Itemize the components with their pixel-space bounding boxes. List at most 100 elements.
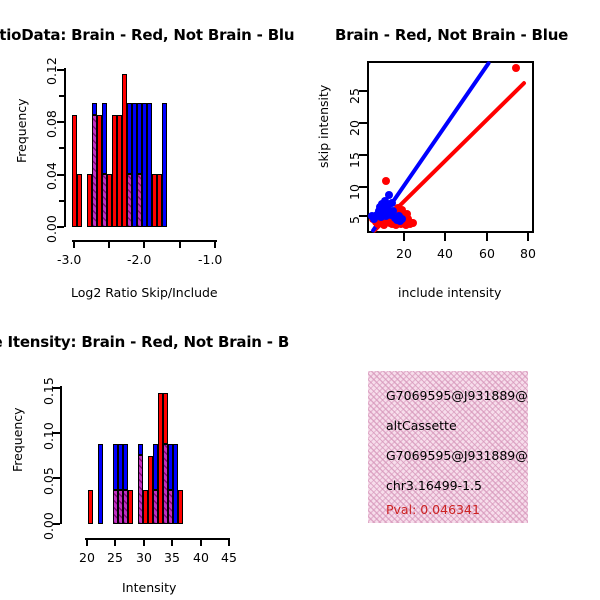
intensity-y-tick-label: 0.00: [41, 512, 56, 540]
histogram-bar-overlap: [137, 455, 143, 524]
scatter-y-tick-label: 5: [347, 216, 362, 224]
info-line-event-id: G7069595@J931889@j_: [386, 388, 528, 403]
scatter-point: [388, 199, 397, 208]
ratio-y-tick: [57, 121, 64, 123]
histogram-bar-overlap: [117, 489, 123, 524]
intensity-x-tick: [86, 538, 88, 546]
histogram-bar-overlap: [127, 174, 132, 227]
scatter-x-tick: [403, 233, 405, 241]
intensity-y-tick: [53, 387, 60, 389]
scatter-y-tick: [359, 154, 367, 156]
ratio-y-axis-line: [64, 68, 66, 227]
ratio-x-tick-label: -3.0: [57, 252, 82, 267]
scatter-point: [379, 220, 388, 229]
intensity-histogram-title: ne Itensity: Brain - Red, Not Brain - B: [0, 333, 290, 351]
intensity-x-tick: [200, 538, 202, 546]
histogram-bar: [102, 103, 107, 174]
histogram-bar: [117, 444, 123, 490]
info-line-locus: chr3.16499-1.5: [386, 478, 483, 493]
histogram-bar: [87, 489, 93, 524]
histogram-bar: [127, 489, 133, 524]
histogram-bar: [142, 103, 147, 227]
intensity-x-tick: [114, 538, 116, 546]
histogram-bar-overlap: [162, 444, 168, 524]
histogram-bar-overlap: [137, 174, 142, 227]
scatter-x-tick: [444, 233, 446, 241]
scatter-data-layer: [367, 61, 534, 233]
intensity-x-axis-line: [85, 538, 230, 540]
histogram-bar: [107, 174, 112, 227]
intensity-y-tick: [53, 523, 60, 525]
scatter-point: [393, 204, 402, 213]
scatter-y-tick: [359, 186, 367, 188]
histogram-bar: [77, 174, 82, 227]
scatter-xlabel: include intensity: [398, 285, 502, 300]
histogram-bar: [122, 73, 127, 227]
intensity-x-tick-label: 40: [193, 550, 209, 565]
scatter-y-tick-label: 20: [347, 120, 362, 136]
scatter-panel: Brain - Red, Not Brain - Blue skip inten…: [300, 0, 600, 310]
ratio-histogram-title: RatioData: Brain - Red, Not Brain - Blu: [0, 26, 295, 44]
scatter-title: Brain - Red, Not Brain - Blue: [335, 26, 569, 44]
scatter-point: [388, 206, 397, 215]
scatter-ylabel: skip intensity: [316, 84, 331, 168]
ratio-y-tick-label: 0.12: [44, 57, 59, 85]
ratio-y-tick: [57, 174, 64, 176]
scatter-point: [382, 212, 391, 221]
scatter-point: [402, 209, 411, 218]
scatter-point: [398, 205, 407, 214]
intensity-x-tick-label: 35: [164, 550, 180, 565]
intensity-histogram-xlabel: Intensity: [122, 580, 177, 595]
histogram-bar: [137, 444, 143, 455]
histogram-bar: [117, 115, 122, 227]
intensity-y-tick-label: 0.10: [41, 422, 56, 450]
intensity-x-tick-label: 45: [221, 550, 237, 565]
scatter-point: [385, 191, 394, 200]
intensity-x-tick-label: 30: [136, 550, 152, 565]
ratio-y-tick: [59, 200, 64, 202]
ratio-y-tick: [59, 95, 64, 97]
ratio-x-tick: [214, 240, 216, 248]
histogram-bar-overlap: [152, 489, 158, 524]
scatter-x-tick-label: 60: [479, 246, 495, 261]
intensity-histogram-ylabel: Frequency: [10, 407, 25, 472]
histogram-bar: [137, 103, 142, 174]
scatter-point: [512, 63, 521, 72]
intensity-x-tick: [143, 538, 145, 546]
histogram-bar: [147, 103, 152, 227]
intensity-x-tick: [171, 538, 173, 546]
histogram-bar: [142, 489, 148, 524]
scatter-point: [391, 220, 400, 229]
histogram-bar: [162, 393, 168, 445]
scatter-x-tick: [527, 233, 529, 241]
ratio-y-tick-label: 0.00: [44, 215, 59, 243]
ratio-histogram-ylabel: Frequency: [14, 98, 29, 163]
scatter-y-tick: [359, 215, 367, 217]
ratio-x-tick: [73, 240, 75, 248]
intensity-y-tick-label: 0.05: [41, 467, 56, 495]
scatter-y-tick: [359, 122, 367, 124]
histogram-bar: [97, 444, 103, 524]
ratio-x-tick: [179, 240, 181, 248]
histogram-bar: [147, 456, 153, 524]
info-line-pval: Pval: 0.046341: [386, 502, 480, 517]
histogram-bar: [162, 103, 167, 227]
intensity-y-tick: [53, 432, 60, 434]
intensity-x-tick: [228, 538, 230, 546]
intensity-y-tick: [53, 477, 60, 479]
ratio-x-tick: [143, 240, 145, 248]
scatter-x-tick: [486, 233, 488, 241]
info-line-event-type: altCassette: [386, 418, 457, 433]
histogram-bar: [97, 115, 102, 227]
histogram-bar: [177, 489, 183, 524]
annotation-info-panel: G7069595@J931889@j_ altCassette G7069595…: [368, 371, 528, 523]
ratio-y-tick-label: 0.04: [44, 162, 59, 190]
intensity-histogram-panel: ne Itensity: Brain - Red, Not Brain - B …: [0, 310, 300, 600]
ratio-y-tick: [57, 226, 64, 228]
scatter-y-tick-label: 15: [347, 152, 362, 168]
histogram-bar: [92, 103, 97, 116]
ratio-x-tick: [108, 240, 110, 248]
histogram-bar: [157, 393, 163, 524]
histogram-bar: [112, 444, 118, 490]
histogram-bar-overlap: [122, 489, 128, 524]
